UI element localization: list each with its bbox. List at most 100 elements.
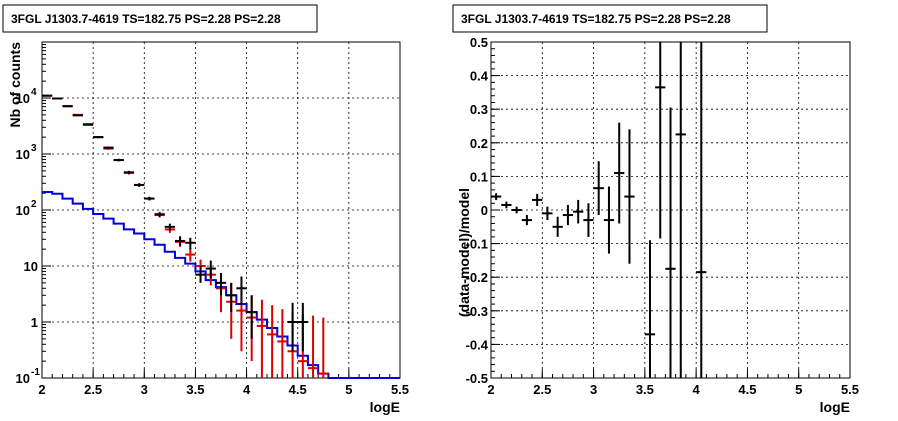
counts-y-tick-exponent: -1 <box>31 367 40 378</box>
data-count-point <box>52 97 63 100</box>
residual-x-axis-title: logE <box>820 399 850 415</box>
residual-point <box>573 199 584 224</box>
residual-y-tick-label: -0.2 <box>466 270 488 285</box>
residual-x-tick-label: 5.5 <box>841 382 859 397</box>
data-count-point <box>164 223 175 231</box>
residual-x-tick-label: 2.5 <box>533 382 551 397</box>
data-count-point <box>42 94 53 97</box>
residual-point <box>593 161 604 216</box>
residual-point <box>675 42 686 378</box>
residual-y-tick-label: 0.3 <box>470 102 488 117</box>
residual-y-tick-label: -0.3 <box>466 304 488 319</box>
counts-x-tick-label: 5.5 <box>391 382 409 397</box>
residual-point <box>562 204 574 226</box>
model-count-point <box>267 305 278 378</box>
residual-y-tick-label: -0.5 <box>466 371 488 386</box>
residual-point <box>491 193 502 200</box>
residual-title: 3FGL J1303.7-4619 TS=182.75 PS=2.28 PS=2… <box>461 12 731 26</box>
model-count-point <box>318 317 329 378</box>
data-count-point <box>123 170 135 174</box>
residual-y-tick-label: 0.1 <box>470 169 488 184</box>
data-count-point <box>154 212 165 218</box>
data-count-point <box>215 272 227 296</box>
residual-y-axis-title: (data-model)/model <box>456 188 472 317</box>
residual-point <box>532 193 543 206</box>
counts-title: 3FGL J1303.7-4619 TS=182.75 PS=2.28 PS=2… <box>11 12 281 26</box>
residual-y-tick-label: -0.1 <box>466 237 488 252</box>
counts-marks <box>42 94 400 379</box>
counts-y-axis-title: Nb of counts <box>7 42 23 128</box>
data-count-point <box>174 236 186 246</box>
residual-marks <box>491 42 707 378</box>
residual-y-tick-label: 0.2 <box>470 136 488 151</box>
counts-x-tick-label: 4 <box>243 382 251 397</box>
data-count-point <box>226 282 237 313</box>
residual-point <box>603 186 615 254</box>
residual-point <box>696 42 707 378</box>
counts-x-tick-label: 5 <box>345 382 352 397</box>
residual-y-tick-label: 0 <box>481 203 488 218</box>
counts-x-tick-label: 3.5 <box>186 382 204 397</box>
data-count-point <box>205 260 216 279</box>
counts-plot-frame <box>41 41 401 379</box>
counts-y-tick-exponent: 2 <box>31 199 37 210</box>
data-count-point <box>195 266 206 283</box>
residual-point <box>614 122 625 224</box>
residual-point <box>521 215 533 226</box>
data-count-point <box>134 183 145 187</box>
data-count-point <box>72 114 83 117</box>
counts-y-tick-exponent: 3 <box>31 143 37 154</box>
residual-ticks: 2 2.5 3 3.5 4 4.5 5 5.5 -0.5 -0.4 -0.3 -0.2 -0.1 0 0.1… <box>466 35 859 397</box>
residual-point <box>511 206 522 214</box>
data-count-point <box>62 105 73 108</box>
counts-y-tick-label: 10 <box>16 371 30 386</box>
counts-y-tick-label: 10 <box>16 147 30 162</box>
data-count-point <box>287 302 298 352</box>
residual-point <box>644 240 656 378</box>
model-count-point <box>185 247 196 262</box>
data-count-point <box>93 136 104 139</box>
residual-panel: 2 2.5 3 3.5 4 4.5 5 5.5 -0.5 -0.4 -0.3 -0.2 -0.1 0 0.1… <box>452 4 859 415</box>
residual-x-tick-label: 2 <box>487 382 494 397</box>
residual-x-tick-label: 4 <box>693 382 701 397</box>
residual-point <box>665 107 676 378</box>
data-count-point <box>297 302 308 352</box>
counts-y-tick-label: 10 <box>24 259 38 274</box>
residual-x-tick-label: 5 <box>795 382 802 397</box>
residual-point <box>501 201 512 209</box>
residual-y-tick-label: -0.4 <box>466 337 489 352</box>
data-count-point <box>185 237 196 250</box>
counts-x-tick-label: 4.5 <box>289 382 307 397</box>
data-count-point <box>246 295 257 339</box>
counts-x-tick-label: 2.5 <box>84 382 102 397</box>
data-count-point <box>82 123 94 126</box>
counts-title-box <box>2 4 318 33</box>
residual-x-tick-label: 3.5 <box>636 382 654 397</box>
residual-title-box <box>452 4 768 33</box>
data-count-point <box>113 158 124 162</box>
data-count-point <box>236 276 247 306</box>
residual-point <box>583 203 594 237</box>
residual-point <box>552 216 563 237</box>
counts-x-tick-label: 2 <box>38 382 45 397</box>
counts-x-axis-title: logE <box>370 399 400 415</box>
data-count-point <box>103 146 114 149</box>
counts-grid <box>42 42 400 378</box>
residual-y-tick-label: 0.4 <box>470 69 489 84</box>
residual-point <box>655 42 666 239</box>
model-count-point <box>307 315 319 378</box>
residual-point <box>624 129 635 264</box>
model-count-point <box>256 299 268 378</box>
counts-y-tick-exponent: 4 <box>31 87 37 98</box>
counts-y-tick-label: 1 <box>31 315 38 330</box>
counts-y-tick-label: 10 <box>16 203 30 218</box>
residual-grid <box>491 42 850 378</box>
residual-x-tick-label: 3 <box>590 382 597 397</box>
data-count-point <box>144 196 155 201</box>
residual-y-tick-label: 0.5 <box>470 35 488 50</box>
residual-point <box>542 206 553 221</box>
residual-x-tick-label: 4.5 <box>738 382 756 397</box>
